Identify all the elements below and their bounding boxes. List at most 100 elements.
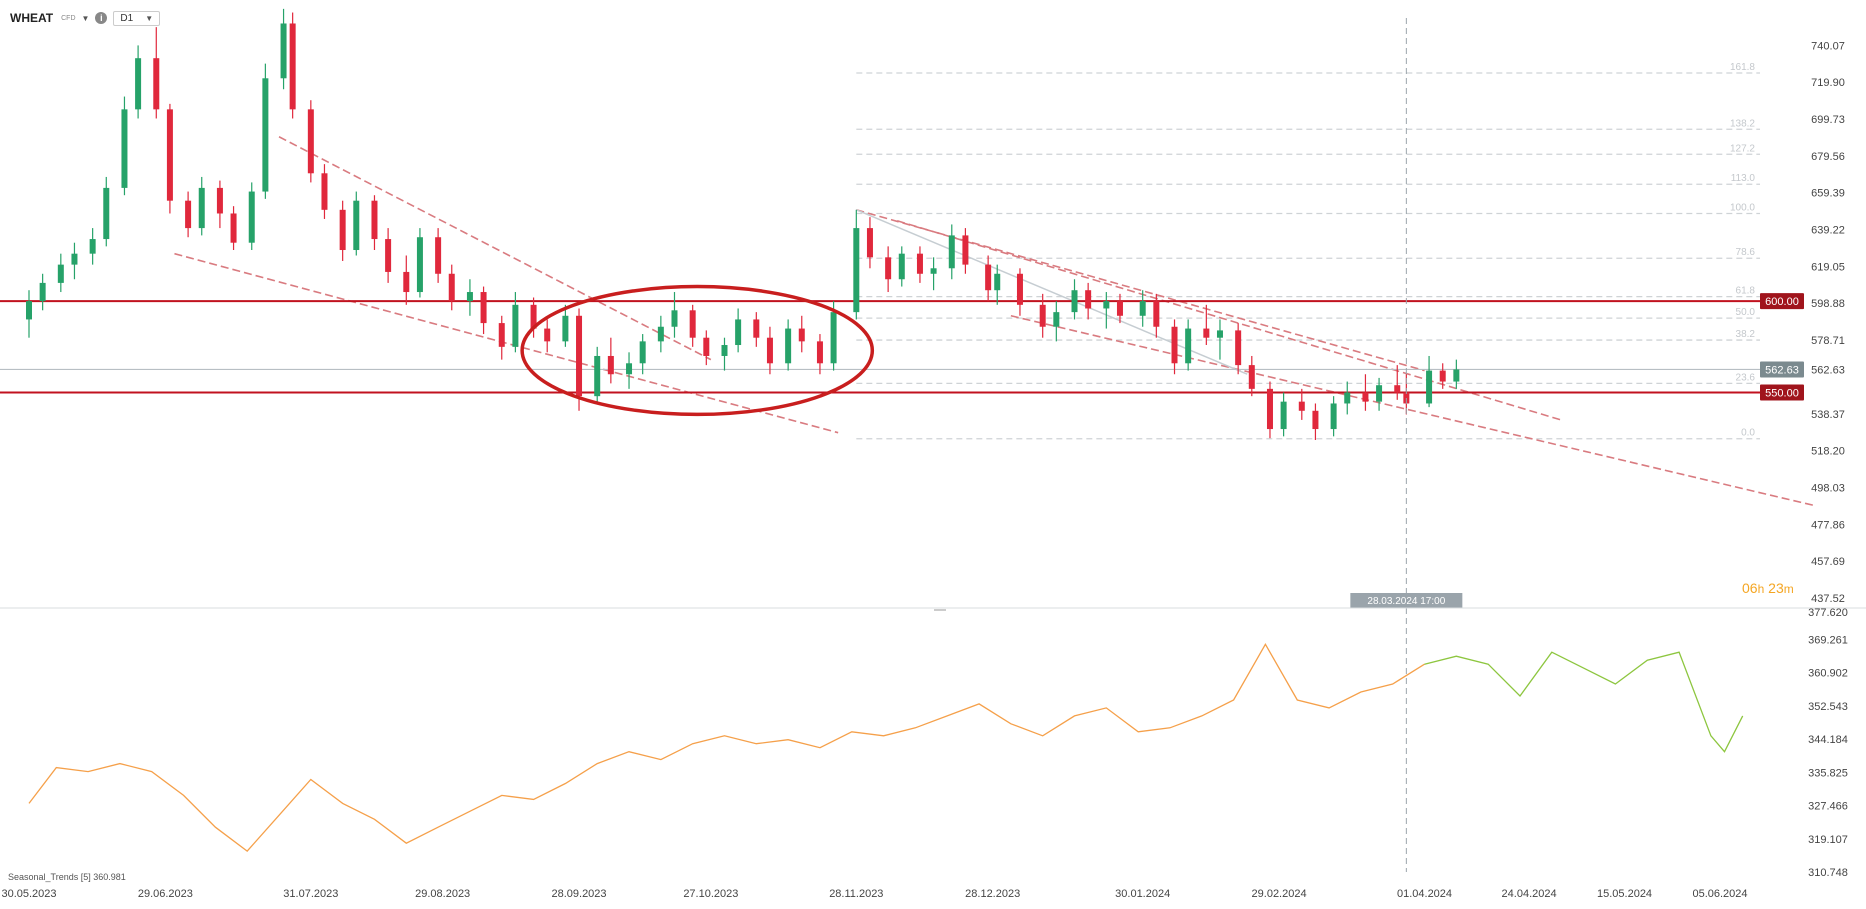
candle — [962, 228, 969, 274]
candle — [121, 96, 128, 196]
candle-body — [371, 200, 378, 240]
fib-level-label: 100.0 — [1730, 202, 1755, 213]
crosshair-time-badge — [1350, 593, 1463, 608]
countdown-minutes-unit: m — [1783, 582, 1794, 596]
candle — [39, 273, 46, 311]
indicator-tick-label: 327.466 — [1808, 801, 1848, 813]
candle-body — [1153, 301, 1160, 327]
price-tag — [1760, 293, 1804, 310]
candle — [798, 315, 805, 353]
candle-body — [512, 304, 519, 347]
candle — [280, 8, 287, 90]
candle — [626, 352, 633, 389]
candle — [1453, 359, 1460, 389]
candle-body — [26, 301, 32, 320]
candle-body — [121, 109, 128, 188]
candle — [816, 334, 823, 375]
x-tick-label: 01.04.2024 — [1397, 888, 1452, 900]
x-tick-label: 28.12.2023 — [965, 888, 1020, 900]
candle — [153, 27, 160, 119]
candle — [1439, 363, 1446, 389]
candle — [994, 264, 1001, 305]
candle — [607, 337, 614, 384]
candle — [1426, 355, 1433, 408]
candle — [1103, 292, 1110, 329]
candle — [830, 301, 837, 371]
candle — [198, 176, 205, 236]
candle-body — [1053, 312, 1060, 327]
y-tick-label: 477.86 — [1811, 519, 1845, 531]
candle — [785, 319, 792, 371]
y-tick-label: 598.88 — [1811, 298, 1845, 310]
candle — [57, 253, 64, 293]
candle-body — [916, 253, 923, 274]
candle-body — [639, 341, 646, 364]
fib-level-label: 61.8 — [1736, 286, 1756, 297]
indicator-tick-label: 360.902 — [1808, 668, 1848, 680]
x-tick-label: 15.05.2024 — [1597, 888, 1652, 900]
candle-body — [1116, 301, 1123, 316]
candle — [1216, 319, 1223, 360]
candle — [1185, 319, 1192, 371]
candle-countdown: 06h 23m — [1742, 580, 1794, 596]
candle-body — [466, 292, 473, 302]
y-tick-label: 659.39 — [1811, 188, 1845, 200]
y-tick-label: 457.69 — [1811, 556, 1845, 568]
y-tick-label: 719.90 — [1811, 77, 1845, 89]
candle — [262, 63, 269, 199]
candle-body — [830, 312, 837, 364]
fib-level-label: 50.0 — [1736, 307, 1756, 318]
candle-body — [544, 328, 551, 342]
candle-body — [321, 173, 328, 210]
candle-body — [753, 319, 760, 338]
candle — [735, 308, 742, 353]
indicator-tick-label: 352.543 — [1808, 701, 1848, 713]
consolidation-ellipse — [520, 284, 875, 417]
candle-body — [135, 58, 142, 110]
candle — [26, 290, 32, 338]
candle-body — [1280, 401, 1287, 430]
candle — [1153, 293, 1160, 338]
candle-body — [885, 257, 892, 280]
fib-level-label: 161.8 — [1730, 62, 1755, 73]
candle-body — [230, 213, 237, 243]
x-tick-label: 31.07.2023 — [283, 888, 338, 900]
candle — [1344, 381, 1351, 415]
candle-body — [166, 109, 173, 201]
y-tick-label: 437.52 — [1811, 593, 1845, 605]
candle-body — [153, 58, 160, 110]
candle-body — [1298, 401, 1305, 411]
candle-body — [435, 237, 442, 274]
crosshair: 28.03.2024 17:00 — [1350, 18, 1463, 872]
candle — [639, 334, 646, 375]
candle-body — [785, 328, 792, 364]
fib-level-label: 78.6 — [1736, 247, 1756, 258]
candle-body — [448, 273, 455, 302]
highlight-ellipse — [520, 284, 875, 417]
symbol-dropdown-icon[interactable]: ▼ — [81, 13, 90, 23]
candle — [321, 164, 328, 219]
candle-body — [576, 315, 583, 397]
candle-body — [962, 235, 969, 265]
candle — [1171, 319, 1178, 375]
candle-body — [1248, 365, 1255, 389]
price-tag-label: 562.63 — [1765, 364, 1799, 376]
candle-body — [798, 328, 805, 342]
timeframe-select[interactable]: D1 ▼ — [113, 10, 161, 26]
candle-body — [262, 78, 269, 192]
info-icon[interactable]: i — [95, 12, 108, 24]
candle-body — [1185, 328, 1192, 364]
candle-body — [1103, 301, 1110, 309]
candle-body — [480, 292, 487, 324]
candle-body — [657, 326, 664, 342]
candle-body — [1344, 392, 1351, 404]
symbol-name[interactable]: WHEAT — [10, 11, 54, 25]
candle-body — [607, 355, 614, 375]
candle-body — [185, 200, 192, 229]
candle — [371, 195, 378, 251]
price-tag — [1760, 361, 1804, 378]
candle — [1376, 377, 1383, 411]
channel-line — [896, 220, 1562, 421]
fib-level-label: 127.2 — [1730, 143, 1755, 154]
